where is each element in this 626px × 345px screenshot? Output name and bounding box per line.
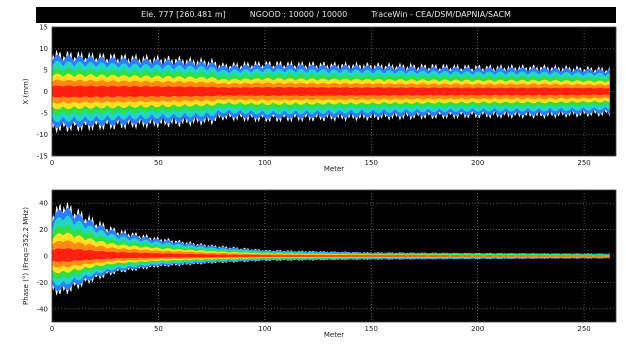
- y-tick-label: -40: [37, 305, 48, 313]
- y-tick-label: -15: [37, 153, 48, 161]
- plot-frame: [51, 26, 617, 157]
- x-tick-label: 100: [258, 159, 271, 167]
- x-tick-label: 150: [365, 159, 378, 167]
- plot-header-bar: Ele. 777 [260.481 m] NGOOD : 10000 / 100…: [36, 7, 616, 23]
- y-tick-label: 0: [44, 88, 48, 96]
- y-tick-label: -5: [41, 110, 48, 118]
- x-tick-label: 100: [258, 325, 271, 333]
- plot-frame: [51, 189, 617, 323]
- y-tick-label: 5: [44, 67, 48, 75]
- chart-panel-2: 0 50 100 150 200 250 -40 -20 0 20 40 Meter Phase (°)…: [22, 189, 617, 339]
- y-tick-label: 20: [39, 226, 48, 234]
- x-tick-label: 0: [50, 325, 54, 333]
- y-tick-label: 15: [39, 24, 48, 32]
- x-tick-label: 200: [471, 325, 484, 333]
- y-tick-label: -20: [37, 279, 48, 287]
- y-tick-label: -10: [37, 131, 48, 139]
- x-tick-label: 200: [471, 159, 484, 167]
- x-axis-title: Meter: [324, 331, 344, 339]
- chart-panel-1: 0 50 100 150 200 250 -15 -10 -5 0 5 10 15 Meter X (mm): [22, 24, 617, 173]
- envelope-band-6: [52, 85, 610, 98]
- x-tick-label: 50: [154, 159, 163, 167]
- y-tick-label: 0: [44, 253, 48, 261]
- y-axis-title: Phase (°) (Freq=352.2 MHz): [22, 207, 30, 305]
- x-tick-label: 250: [577, 159, 590, 167]
- envelope-band-6: [52, 248, 610, 262]
- x-tick-label: 0: [50, 159, 54, 167]
- x-tick-label: 150: [365, 325, 378, 333]
- y-tick-label: 40: [39, 200, 48, 208]
- y-axis-title: X (mm): [22, 78, 30, 104]
- y-tick-label: 10: [39, 45, 48, 53]
- x-axis-title: Meter: [324, 165, 344, 173]
- x-tick-label: 250: [577, 325, 590, 333]
- software-credit-label: TraceWin - CEA/DSM/DAPNIA/SACM: [371, 10, 511, 19]
- x-tick-label: 50: [154, 325, 163, 333]
- ngood-count-label: NGOOD : 10000 / 10000: [249, 10, 348, 19]
- element-position-label: Ele. 777 [260.481 m]: [141, 10, 226, 19]
